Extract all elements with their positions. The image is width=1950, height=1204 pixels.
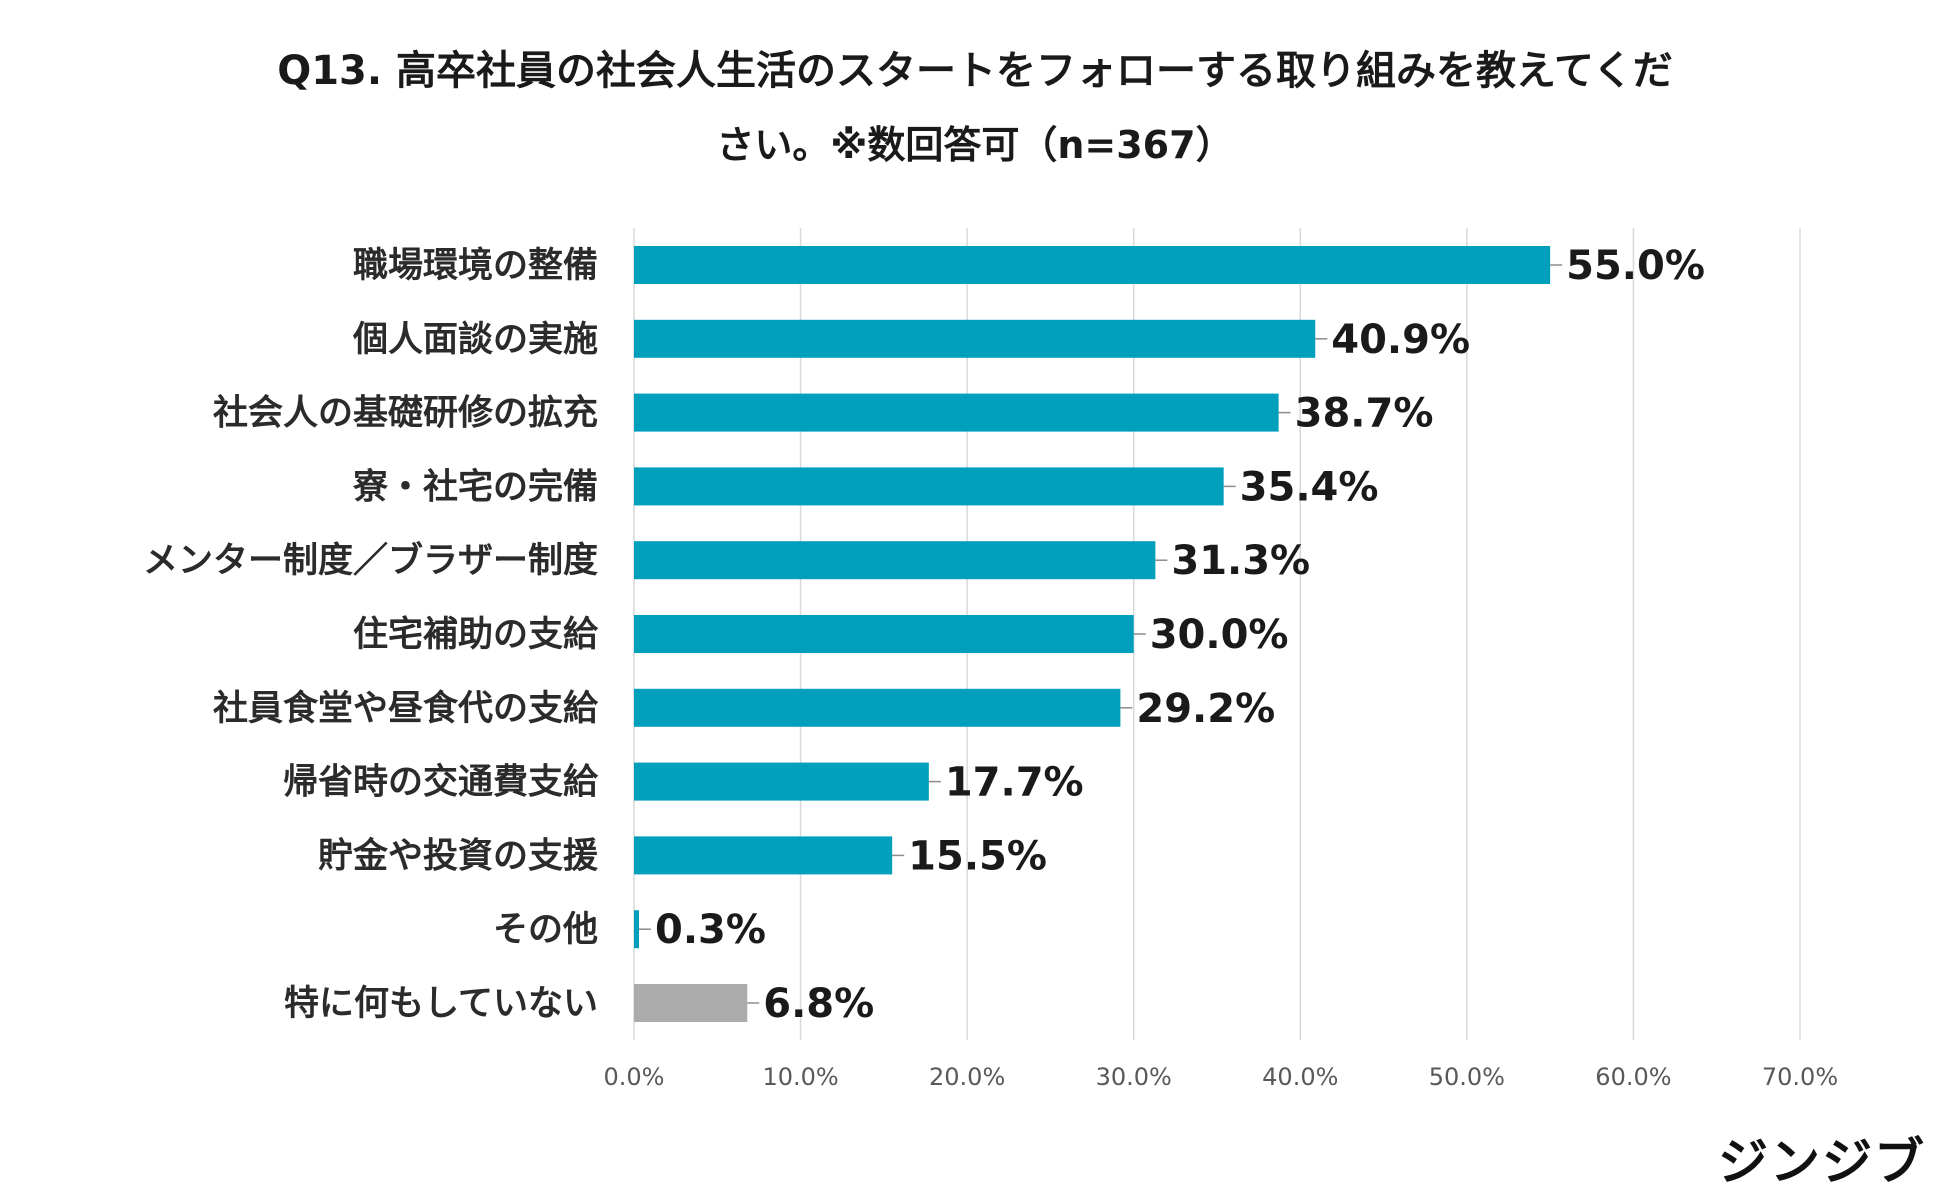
brand-logo: ジンジブ [1718, 1133, 1926, 1191]
chart-title-line-1: Q13. 高卒社員の社会人生活のスタートをフォローする取り組みを教えてくだ [277, 48, 1673, 94]
bar [634, 836, 893, 875]
category-label: 住宅補助の支給 [353, 614, 599, 655]
data-label: 55.0% [1566, 243, 1705, 289]
category-label: 貯金や投資の支援 [318, 835, 599, 876]
data-label: 38.7% [1295, 391, 1434, 437]
category-label: メンター制度／ブラザー制度 [143, 540, 598, 581]
x-tick-label: 20.0% [929, 1063, 1005, 1091]
data-label: 17.7% [945, 760, 1084, 806]
data-label: 15.5% [908, 833, 1047, 879]
category-label: 職場環境の整備 [353, 246, 598, 286]
chart-title-line-2: さい。※数回答可（n=367） [716, 123, 1234, 167]
bar [634, 246, 1551, 284]
category-label: 社員食堂や昼食代の支給 [213, 688, 599, 729]
data-label: 0.3% [655, 907, 766, 953]
bar [634, 615, 1134, 653]
x-tick-label: 60.0% [1595, 1063, 1671, 1091]
x-tick-label: 10.0% [762, 1063, 838, 1091]
data-label: 31.3% [1171, 538, 1310, 584]
data-label: 30.0% [1150, 612, 1289, 658]
bar [634, 910, 639, 949]
x-tick-label: 50.0% [1429, 1063, 1505, 1091]
category-label: 個人面談の実施 [352, 320, 598, 360]
x-tick-label: 40.0% [1262, 1063, 1338, 1091]
bar [634, 467, 1224, 506]
x-tick-label: 30.0% [1096, 1063, 1172, 1091]
category-label: 社会人の基礎研修の拡充 [213, 394, 598, 434]
data-label: 35.4% [1240, 464, 1379, 510]
data-label: 6.8% [763, 981, 874, 1027]
category-label: 帰省時の交通費支給 [283, 762, 599, 803]
bar [634, 688, 1121, 727]
x-tick-label: 70.0% [1762, 1063, 1838, 1091]
bar [634, 541, 1156, 580]
bar [634, 984, 748, 1022]
bar [634, 319, 1316, 358]
data-label: 40.9% [1331, 317, 1470, 363]
category-label: 特に何もしていない [284, 984, 598, 1024]
data-label: 29.2% [1136, 686, 1275, 732]
bar [634, 762, 929, 801]
x-tick-label: 0.0% [604, 1063, 665, 1091]
category-label: 寮・社宅の完備 [352, 466, 598, 507]
bar [634, 393, 1279, 432]
category-label: その他 [493, 910, 598, 950]
